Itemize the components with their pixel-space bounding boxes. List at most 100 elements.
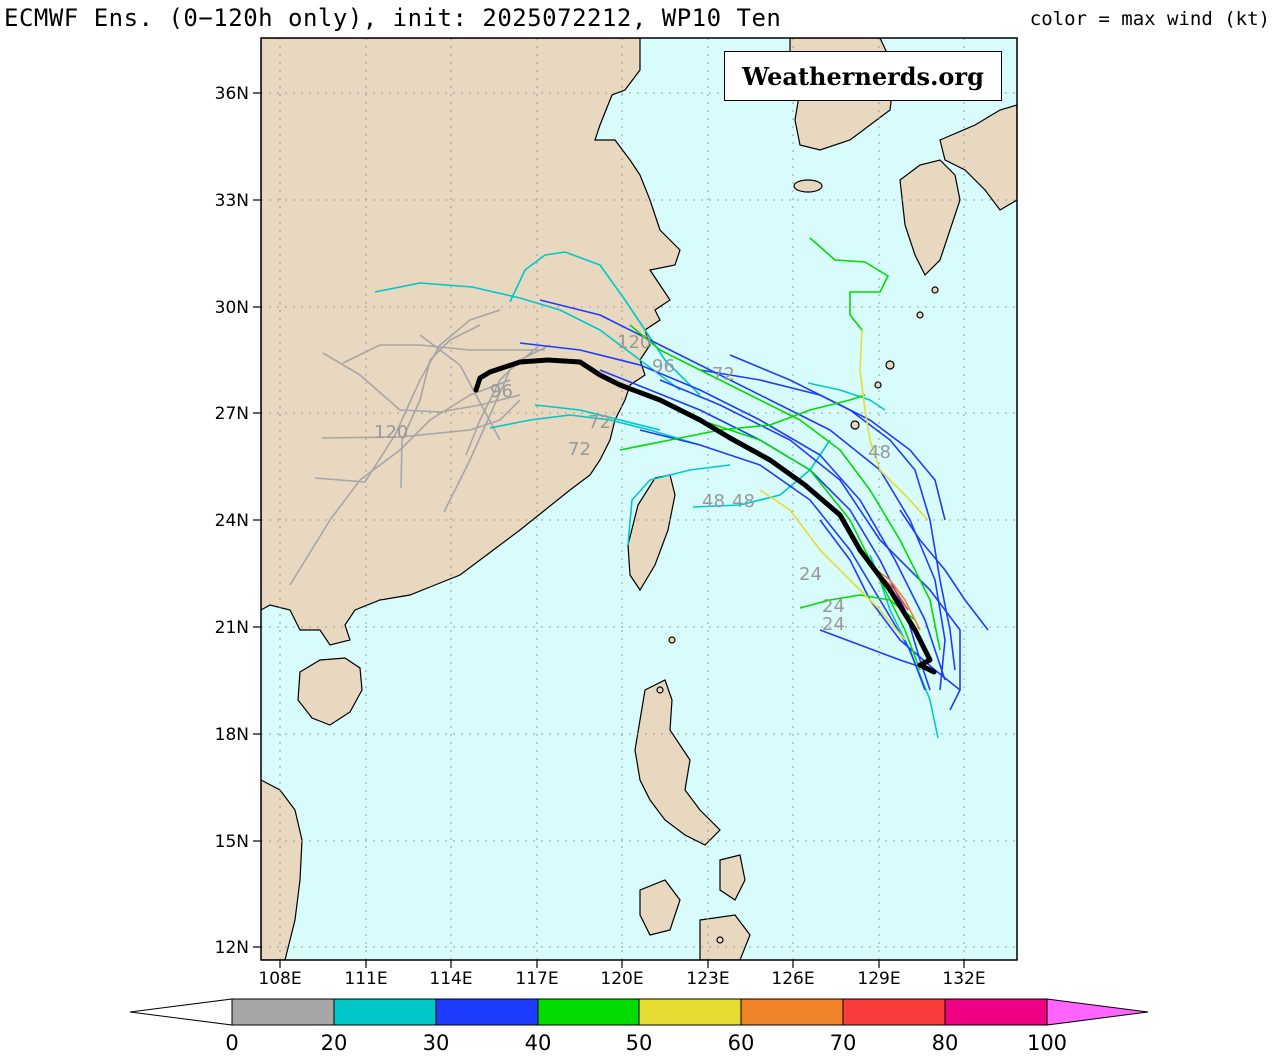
track-gray [465,344,551,456]
colorbar-label: 70 [830,1031,857,1055]
track-gray [419,334,501,441]
land-honshu [939,104,1017,211]
track-cyan [489,414,701,446]
land-samar [719,854,746,901]
track-blue [659,379,961,711]
latitude-labels: 36N 33N 30N 27N 24N 21N 18N 15N 12N [215,84,249,958]
colorbar-label: 30 [423,1031,450,1055]
hour-label: 48 [732,491,755,512]
colorbar-swatch [842,998,946,1026]
track-cyan [692,439,831,508]
hour-label: 72 [588,412,611,433]
land-visayas [639,879,681,936]
colorbar-left-arrow [129,998,233,1026]
land-mindanao-n [699,914,751,960]
track-blue [819,629,931,671]
land-vietnam [261,779,303,960]
lon-label: 126E [771,969,814,989]
colorbar-label: 60 [728,1031,755,1055]
lon-label: 123E [686,969,729,989]
track-cyan [534,404,661,431]
lon-label: 129E [857,969,900,989]
hour-label: 120 [374,422,408,443]
mean-track [473,357,937,675]
track-blue [599,369,931,691]
hour-label: 72 [568,439,591,460]
lat-label: 33N [215,191,249,211]
lat-label: 21N [215,618,249,638]
track-blue [729,354,956,671]
track-gray [322,352,521,413]
hour-label: 48 [702,491,725,512]
track-gray [400,324,481,489]
colorbar-swatch [537,998,640,1026]
track-yellow [759,489,906,641]
hour-label: 96 [490,381,513,402]
track-yellow [859,329,929,521]
lat-label: 24N [215,511,249,531]
hour-label: 24 [822,614,845,635]
chart-title: ECMWF Ens. (0−120h only), init: 20250722… [4,4,782,32]
track-green [629,324,941,651]
track-green [809,237,889,331]
axis-ticks [253,92,965,968]
track-cyan [627,464,731,546]
watermark: Weathernerds.org [724,51,1002,101]
lon-label: 120E [600,969,643,989]
colorbar-swatch [435,998,539,1026]
land-luzon [634,679,721,846]
lon-label: 111E [344,969,387,989]
lat-label: 18N [215,725,249,745]
hour-labels: 120 96 72 72 120 48 48 48 24 24 24 96 72 [374,332,891,635]
lat-label: 12N [215,938,249,958]
colorbar-label: 20 [321,1031,348,1055]
colorbar-label: 80 [932,1031,959,1055]
track-gray [314,309,501,483]
track-cyan [509,251,701,396]
hour-label: 120 [617,332,651,353]
hour-label: 24 [799,564,822,585]
land-taiwan [627,474,676,592]
land-hainan [297,657,363,726]
lon-label: 117E [515,969,558,989]
colorbar-swatch [740,998,844,1026]
track-blue [639,429,926,691]
land-masses [261,38,1017,960]
lon-label: 132E [942,969,985,989]
hour-label: 96 [652,356,675,377]
longitude-labels: 108E 111E 114E 117E 120E 123E 126E 129E … [258,969,985,989]
colorbar-label: 0 [225,1031,238,1055]
colorbar-label: 50 [626,1031,653,1055]
colorbar-swatch [231,998,335,1026]
land-china [261,38,681,646]
lat-label: 36N [215,84,249,104]
colorbar-label: 40 [525,1031,552,1055]
colorbar-swatch [638,998,742,1026]
colorbar-swatch [333,998,437,1026]
track-gray [321,399,521,439]
track-cyan [374,282,681,391]
color-legend-note: color = max wind (kt) [1029,8,1270,30]
track-green [699,419,921,671]
colorbar-labels: 0 20 30 40 50 60 70 80 100 [225,1031,1067,1055]
track-gray [289,379,511,586]
track-blue [819,519,961,691]
colorbar-swatch [944,998,1048,1026]
graticule [261,38,1017,960]
hour-label: 24 [822,596,845,617]
hour-label: 72 [712,364,735,385]
lat-label: 27N [215,404,249,424]
map-frame [260,37,1018,961]
lat-label: 15N [215,832,249,852]
lon-label: 114E [429,969,472,989]
track-cyan [807,382,886,411]
colorbar [129,998,1149,1026]
track-green [619,394,866,451]
track-blue [699,369,946,521]
ensemble-tracks [289,237,989,739]
land-jeju [793,179,823,193]
lon-label: 108E [258,969,301,989]
track-blue [899,509,989,631]
track-gray [342,344,545,364]
